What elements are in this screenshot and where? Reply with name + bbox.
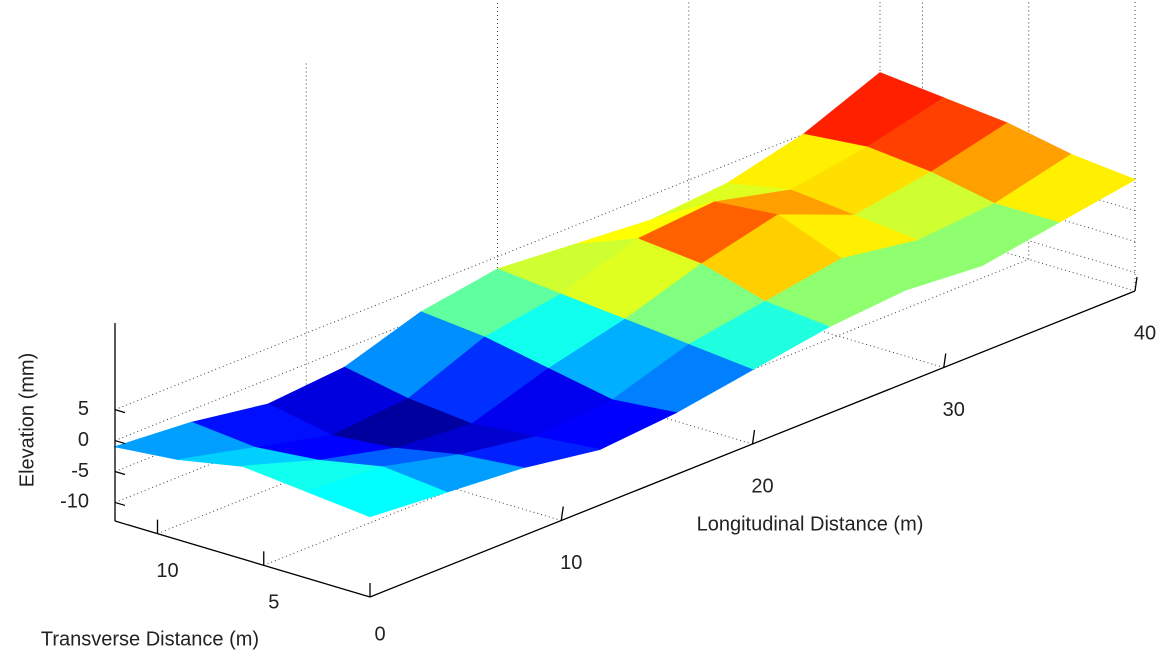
- z-tick: [114, 439, 126, 445]
- y-axis: [114, 520, 371, 598]
- x-tick-label: 10: [560, 552, 582, 574]
- x-axis-title: Longitudinal Distance (m): [697, 513, 924, 535]
- x-tick: [1134, 276, 1138, 292]
- grid-line: [497, 367, 753, 445]
- grid-line: [879, 165, 1136, 242]
- z-tick-label: 5: [78, 398, 89, 420]
- y-tick-label: 0: [374, 623, 385, 645]
- z-tick-label: -10: [60, 491, 89, 513]
- y-tick-label: 5: [268, 592, 279, 614]
- grid-line: [879, 195, 1136, 273]
- z-axis-title: Elevation (mm): [16, 353, 38, 487]
- x-tick-label: 20: [751, 475, 773, 497]
- x-tick-label: 40: [1134, 322, 1156, 344]
- x-tick: [943, 353, 947, 368]
- z-tick-label: 0: [78, 429, 89, 451]
- x-tick: [751, 429, 756, 445]
- y-axis-title: Transverse Distance (m): [41, 628, 259, 650]
- grid-line: [306, 444, 562, 521]
- grid-line: [688, 291, 944, 368]
- x-tick: [560, 506, 564, 521]
- z-tick: [114, 470, 126, 476]
- z-tick-label: -5: [71, 460, 89, 482]
- z-tick: [114, 501, 126, 507]
- grid-line: [879, 214, 1136, 292]
- y-tick-label: 10: [156, 560, 178, 582]
- x-tick-label: 30: [943, 399, 965, 421]
- z-tick: [114, 409, 126, 414]
- surface-patch: [304, 466, 448, 518]
